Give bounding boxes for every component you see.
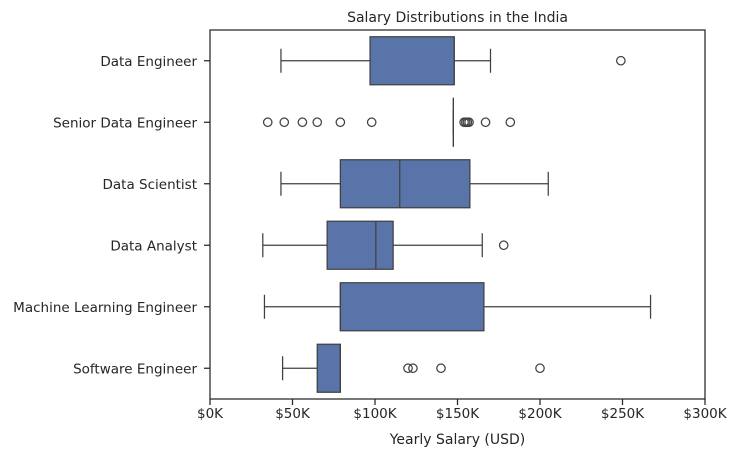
outlier-point bbox=[279, 117, 290, 128]
y-tick-label: Senior Data Engineer bbox=[53, 115, 197, 131]
outlier-point bbox=[498, 240, 509, 251]
y-tick-label: Data Analyst bbox=[110, 238, 197, 254]
outlier-point bbox=[262, 117, 273, 128]
outlier-point bbox=[535, 363, 545, 374]
x-tick-label: $50K bbox=[275, 406, 311, 422]
y-tick-label: Software Engineer bbox=[73, 361, 197, 377]
x-tick-label: $200K bbox=[518, 406, 562, 422]
outlier-point bbox=[616, 55, 626, 66]
outlier-point bbox=[366, 117, 377, 128]
y-tick-label: Machine Learning Engineer bbox=[13, 300, 197, 316]
outlier-point bbox=[480, 117, 491, 128]
chart-title: Salary Distributions in the India bbox=[347, 10, 568, 26]
x-tick-label: $150K bbox=[436, 406, 480, 422]
outlier-point bbox=[335, 117, 346, 128]
plot-frame bbox=[209, 29, 706, 400]
iqr-box bbox=[339, 159, 471, 209]
outlier-point bbox=[403, 363, 413, 374]
outlier-point bbox=[464, 117, 474, 128]
iqr-box bbox=[339, 282, 485, 332]
x-axis-label: Yearly Salary (USD) bbox=[389, 432, 526, 448]
outlier-point bbox=[505, 117, 516, 128]
x-tick-label: $0K bbox=[197, 406, 224, 422]
iqr-box bbox=[326, 220, 394, 270]
x-tick-label: $300K bbox=[683, 406, 727, 422]
iqr-box bbox=[369, 36, 455, 86]
outlier-point bbox=[312, 117, 323, 128]
y-tick-label: Data Engineer bbox=[100, 54, 197, 70]
outlier-point bbox=[297, 117, 308, 128]
y-tick-label: Data Scientist bbox=[103, 177, 198, 193]
x-tick-label: $250K bbox=[601, 406, 645, 422]
outlier-point bbox=[408, 363, 418, 374]
iqr-box bbox=[316, 343, 341, 393]
plot-area: $0K $50K $100K $150K $200K $250K $300K Data Eng… bbox=[13, 29, 728, 422]
outlier-point bbox=[436, 363, 446, 374]
x-tick-label: $100K bbox=[353, 406, 397, 422]
